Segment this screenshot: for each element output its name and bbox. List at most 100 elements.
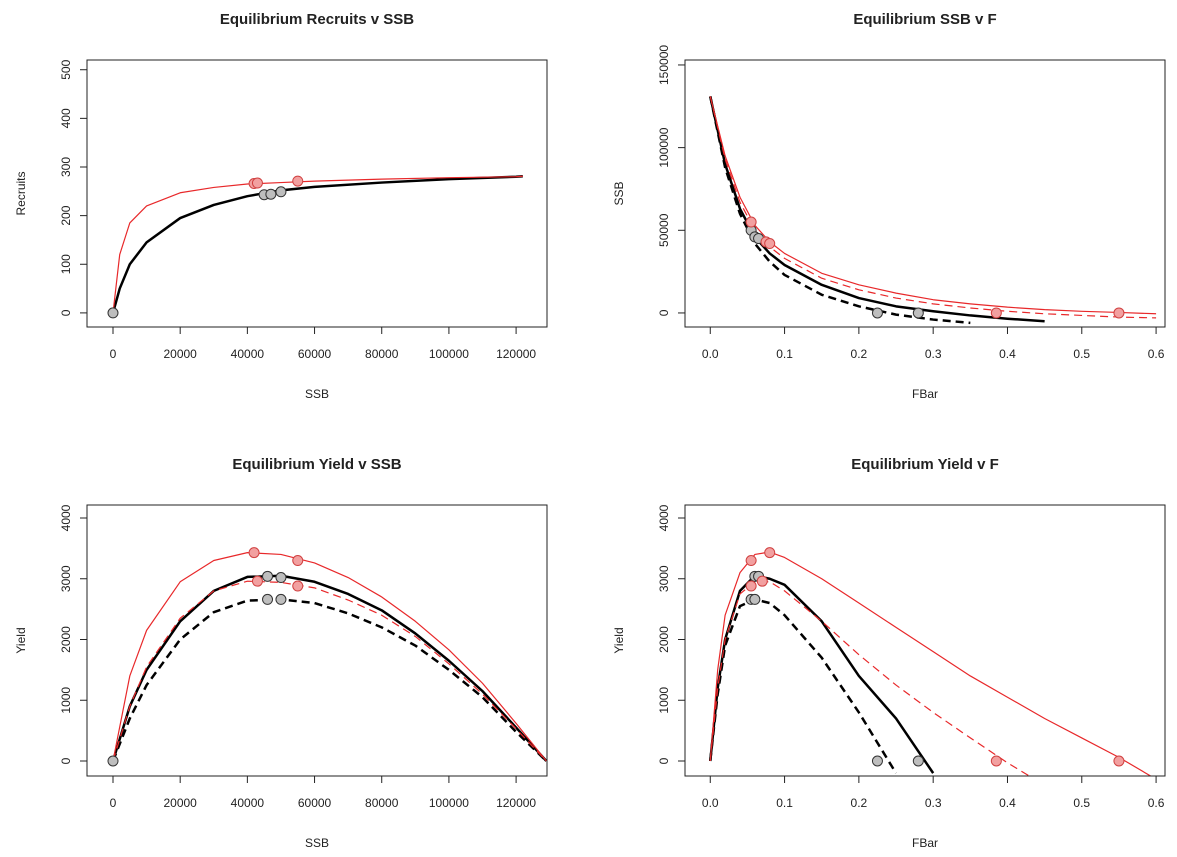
y-tick-label: 4000 (657, 504, 671, 531)
panel-title: Equilibrium Yield v F (851, 456, 999, 473)
y-axis-label: SSB (612, 181, 626, 205)
y-tick-label: 0 (657, 309, 671, 316)
plot-frame (684, 504, 1166, 777)
x-tick-label: 0 (110, 347, 117, 361)
y-tick-label: 400 (59, 108, 73, 128)
curve (111, 174, 523, 314)
y-tick-label: 50000 (657, 213, 671, 247)
panel-title: Equilibrium Yield v SSB (232, 456, 401, 473)
point (251, 575, 263, 587)
point (764, 547, 776, 559)
y-tick-label: 500 (59, 59, 73, 79)
point (871, 307, 883, 319)
x-tick-label: 40000 (231, 796, 265, 810)
curve (709, 551, 1152, 776)
point (756, 575, 768, 587)
panel-title: Equilibrium SSB v F (853, 11, 996, 28)
x-tick-label: 60000 (298, 796, 332, 810)
curve (112, 175, 523, 313)
point (275, 572, 287, 584)
x-tick-label: 120000 (496, 347, 536, 361)
y-axis-label: Yield (14, 627, 28, 653)
point (990, 307, 1002, 319)
x-tick-label: 0.6 (1148, 347, 1165, 361)
x-tick-label: 20000 (163, 796, 197, 810)
x-tick-label: 0.2 (851, 796, 868, 810)
point (292, 175, 304, 187)
point (262, 570, 274, 582)
x-tick-label: 0.5 (1073, 796, 1090, 810)
point (1113, 755, 1125, 767)
y-axis-label: Yield (612, 627, 626, 653)
x-tick-label: 0.4 (999, 347, 1016, 361)
x-tick-label: 0.4 (999, 796, 1016, 810)
x-tick-label: 80000 (365, 796, 399, 810)
x-axis-label: FBar (912, 387, 938, 401)
x-tick-label: 0.6 (1148, 796, 1165, 810)
plot-frame (86, 59, 548, 328)
x-tick-label: 0 (110, 796, 117, 810)
point (745, 555, 757, 567)
plot-area (107, 174, 523, 319)
x-tick-label: 0.2 (851, 347, 868, 361)
y-tick-label: 1000 (59, 687, 73, 714)
x-tick-label: 0.3 (925, 796, 942, 810)
point (265, 188, 277, 200)
x-axis-label: FBar (912, 836, 938, 850)
x-tick-label: 120000 (496, 796, 536, 810)
point (1113, 307, 1125, 319)
y-tick-label: 0 (657, 757, 671, 764)
x-tick-label: 100000 (429, 796, 469, 810)
point (275, 186, 287, 198)
x-tick-label: 60000 (298, 347, 332, 361)
y-tick-label: 4000 (59, 504, 73, 531)
y-tick-label: 2000 (657, 626, 671, 653)
y-tick-label: 150000 (657, 45, 671, 85)
plot-area (709, 547, 1152, 776)
y-tick-label: 100000 (657, 127, 671, 167)
curve (709, 581, 1031, 776)
point (248, 547, 260, 559)
point (912, 307, 924, 319)
y-tick-label: 300 (59, 157, 73, 177)
curve (111, 574, 547, 762)
plot-frame (86, 504, 548, 777)
panel: Equilibrium Recruits v SSB SSB Recruits 0 20… (14, 11, 548, 401)
y-tick-label: 0 (59, 309, 73, 316)
curve (112, 552, 547, 762)
x-tick-label: 0.3 (925, 347, 942, 361)
point (912, 755, 924, 767)
y-tick-label: 100 (59, 254, 73, 274)
point (292, 580, 304, 592)
x-tick-label: 40000 (231, 347, 265, 361)
curve (709, 96, 971, 325)
x-tick-label: 20000 (163, 347, 197, 361)
panel: Equilibrium SSB v F FBar SSB 0.0 0.1 0.2 0.3 0.… (612, 11, 1166, 401)
panel: Equilibrium Yield v F FBar Yield 0.0 0.1 0.2 0… (612, 456, 1166, 850)
x-tick-label: 100000 (429, 347, 469, 361)
x-axis-label: SSB (305, 387, 329, 401)
plot-frame (684, 59, 1166, 328)
point (262, 593, 274, 605)
y-tick-label: 0 (59, 757, 73, 764)
point (745, 216, 757, 228)
curve (112, 580, 547, 762)
point (292, 555, 304, 567)
point (749, 593, 761, 605)
plot-area (709, 96, 1157, 325)
curve (709, 96, 1045, 323)
x-tick-label: 0.1 (776, 347, 793, 361)
x-axis-label: SSB (305, 836, 329, 850)
point (275, 593, 287, 605)
point (745, 580, 757, 592)
x-tick-label: 0.1 (776, 796, 793, 810)
x-tick-label: 0.0 (702, 347, 719, 361)
y-tick-label: 3000 (59, 565, 73, 592)
point (871, 755, 883, 767)
y-tick-label: 2000 (59, 626, 73, 653)
curve (709, 96, 1157, 315)
point (764, 238, 776, 250)
